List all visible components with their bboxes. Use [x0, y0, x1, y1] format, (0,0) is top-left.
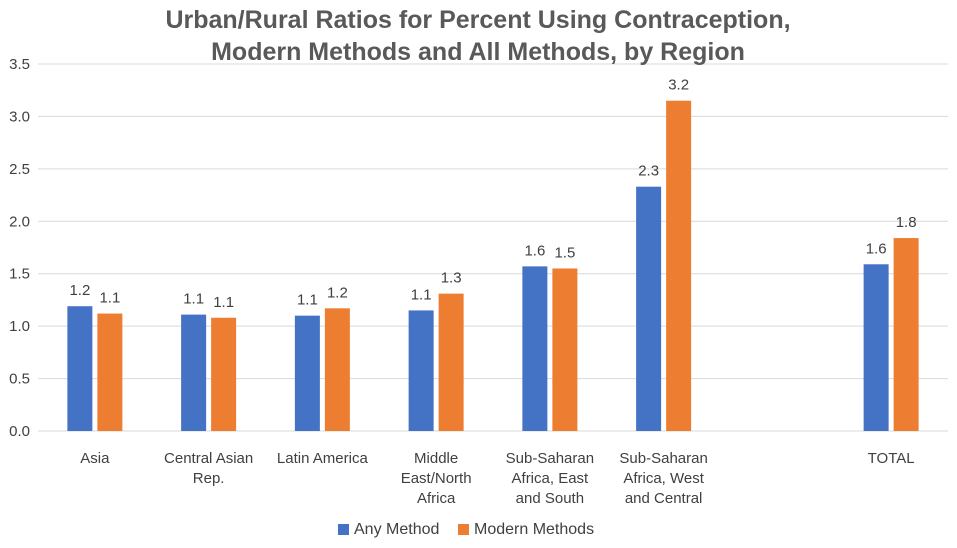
y-tick-label: 1.0: [9, 318, 30, 335]
bar: [863, 264, 889, 431]
bars: [67, 100, 919, 431]
y-tick-label: 3.5: [9, 56, 30, 73]
data-label: 1.6: [866, 240, 887, 257]
x-category-label: TOTAL: [868, 450, 915, 467]
x-axis-categories: Asia Central Asian Rep. Latin America Middle…: [80, 450, 914, 507]
y-tick-label: 0.5: [9, 371, 30, 388]
title-line: Urban/Rural Ratios for Percent Using Con…: [165, 6, 790, 34]
bar: [522, 266, 548, 431]
bar: [438, 293, 464, 431]
data-label: 1.1: [183, 291, 204, 308]
bar: [408, 310, 434, 431]
data-labels: 1.2 1.1 1.1 1.1 1.1 1.2 1.1 1.3 1.6 1.5 2.3 3.2 1.6 1…: [69, 77, 916, 311]
data-label: 2.3: [638, 163, 659, 180]
legend: Any Method Modern Methods: [338, 521, 594, 538]
bar: [552, 268, 578, 431]
bar: [294, 315, 320, 431]
x-category-label: Sub-Saharan Africa, West and Central: [619, 450, 707, 507]
data-label: 1.1: [99, 290, 120, 307]
legend-label: Modern Methods: [474, 521, 594, 538]
y-tick-label: 3.0: [9, 108, 30, 125]
legend-label: Any Method: [354, 521, 439, 538]
data-label: 1.1: [411, 286, 432, 303]
gridlines: [38, 63, 948, 432]
y-tick-label: 2.5: [9, 161, 30, 178]
data-label: 1.5: [554, 244, 575, 261]
x-category-label: Central Asian Rep.: [164, 450, 253, 487]
x-category-label: Asia: [80, 450, 110, 467]
bar: [666, 100, 692, 431]
y-axis-ticks: 0.0 0.5 1.0 1.5 2.0 2.5 3.0 3.5: [9, 56, 30, 440]
data-label: 1.1: [213, 294, 234, 311]
data-label: 1.8: [896, 214, 917, 231]
data-label: 3.2: [668, 77, 689, 94]
x-category-label: Middle East/North Africa: [401, 450, 472, 507]
bar: [67, 306, 93, 431]
y-tick-label: 2.0: [9, 213, 30, 230]
data-label: 1.2: [69, 282, 90, 299]
bar: [324, 308, 350, 431]
data-label: 1.6: [524, 242, 545, 259]
bar: [211, 317, 237, 431]
bar: [893, 238, 919, 431]
legend-swatch: [338, 524, 349, 535]
chart-title: Urban/Rural Ratios for Percent Using Con…: [165, 6, 790, 66]
legend-swatch: [458, 524, 469, 535]
data-label: 1.3: [441, 270, 462, 287]
y-tick-label: 0.0: [9, 423, 30, 440]
bar: [97, 313, 123, 431]
data-label: 1.2: [327, 284, 348, 301]
x-category-label: Sub-Saharan Africa, East and South: [506, 450, 594, 507]
x-category-label: Latin America: [277, 450, 369, 467]
data-label: 1.1: [297, 292, 318, 309]
bar: [636, 186, 662, 431]
y-tick-label: 1.5: [9, 266, 30, 283]
bar: [181, 314, 207, 431]
title-line: Modern Methods and All Methods, by Regio…: [211, 38, 745, 66]
